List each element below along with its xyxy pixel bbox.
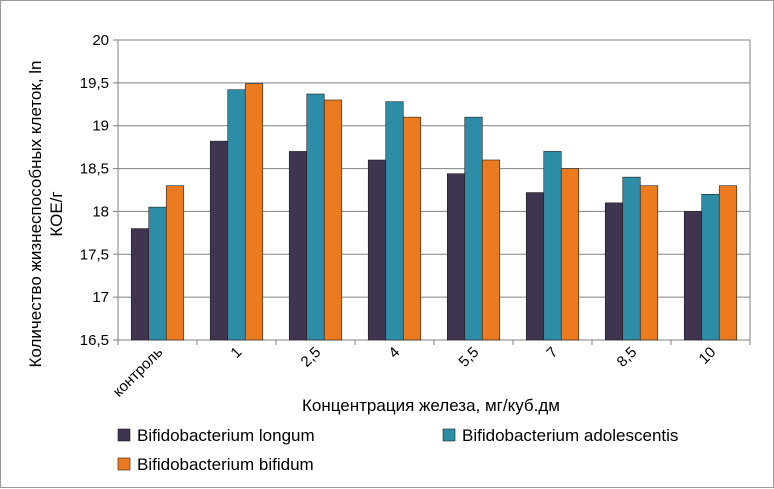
y-tick-label: 16,5: [80, 332, 109, 349]
bar-bifidum-7: [718, 185, 738, 341]
x-tick-label: 2,5: [298, 344, 325, 371]
x-axis-title: Концентрация железа, мг/куб.дм: [302, 396, 560, 415]
x-axis-ticks: контроль 1 2,5 4 5,5 7 8,5 10: [110, 340, 751, 401]
bar-longum-1: [209, 140, 229, 341]
bar-longum-3: [367, 159, 387, 341]
bar-adolescentis-4: [464, 116, 483, 341]
y-tick-label: 18: [92, 203, 109, 220]
bar-adolescentis-5: [543, 151, 562, 341]
y-tick-label: 17,5: [80, 246, 109, 263]
x-tick-label: 4: [385, 344, 403, 362]
y-tick-label: 19,5: [80, 75, 109, 92]
y-tick-label: 18,5: [80, 161, 109, 178]
bar-longum-0: [130, 228, 150, 341]
legend-swatch: [117, 457, 131, 471]
bar-bifidum-1: [244, 83, 264, 341]
bar-adolescentis-2: [306, 93, 325, 341]
bar-bifidum-6: [639, 185, 659, 341]
bar-adolescentis-6: [622, 176, 641, 341]
bar-longum-6: [604, 202, 624, 341]
y-tick-label: 17: [92, 289, 109, 306]
bar-adolescentis-1: [227, 89, 246, 341]
legend-swatch: [442, 428, 456, 442]
bar-longum-5: [525, 192, 545, 341]
y-axis-ticks: 16,5 17 17,5 18 18,5 19 19,5 20: [80, 32, 118, 349]
bar-longum-4: [446, 173, 466, 341]
x-tick-label: 5,5: [456, 344, 483, 371]
x-tick-label: контроль: [110, 344, 167, 401]
bar-bifidum-3: [402, 116, 422, 341]
y-tick-label: 19: [92, 118, 109, 135]
bar-bifidum-0: [165, 185, 185, 341]
y-tick-label: 20: [92, 32, 109, 49]
bar-adolescentis-3: [385, 101, 404, 341]
legend-swatch: [117, 428, 131, 442]
legend: Bifidobacterium longum Bifidobacterium ad…: [117, 426, 678, 474]
bar-bifidum-4: [481, 159, 501, 341]
bar-adolescentis-0: [148, 206, 167, 341]
x-tick-label: 7: [543, 344, 561, 362]
bar-bifidum-5: [560, 168, 580, 341]
x-tick-label: 1: [227, 344, 245, 362]
bar-adolescentis-7: [701, 193, 720, 341]
legend-label: Bifidobacterium bifidum: [137, 455, 314, 474]
bars: [130, 83, 738, 341]
x-tick-label: 8,5: [614, 344, 641, 371]
legend-label: Bifidobacterium adolescentis: [462, 426, 678, 445]
bar-longum-2: [288, 151, 308, 341]
legend-label: Bifidobacterium longum: [137, 426, 315, 445]
y-axis-title-line2: КОЕ/г: [47, 191, 66, 236]
y-axis-title-line1: Количество жизнеспособных клеток, ln: [26, 61, 45, 368]
bar-longum-7: [683, 211, 703, 341]
bar-bifidum-2: [323, 99, 343, 341]
x-tick-label: 10: [696, 344, 720, 368]
